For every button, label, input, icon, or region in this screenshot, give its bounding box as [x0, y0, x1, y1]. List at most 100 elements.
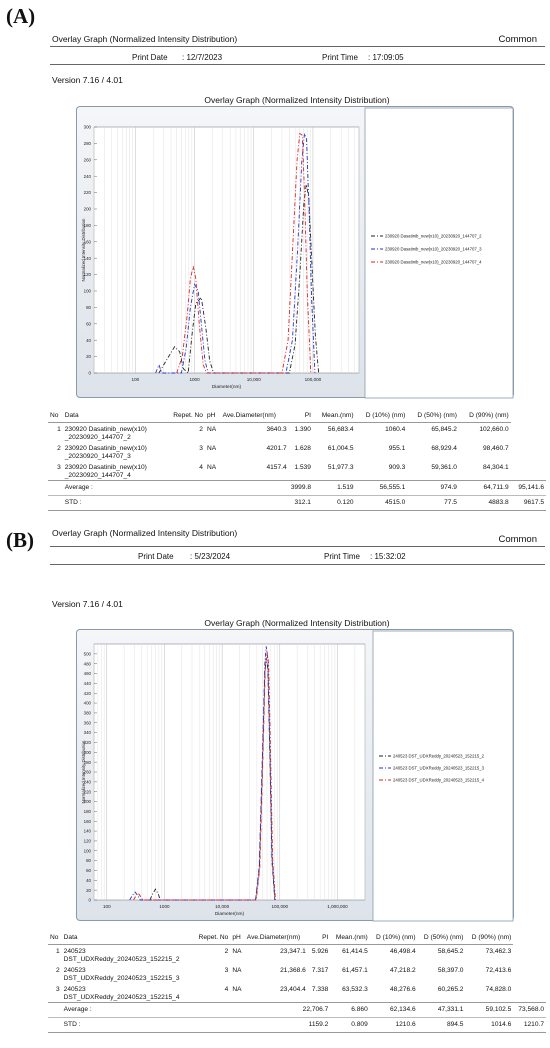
ave-diameter: 312.1 [220, 495, 313, 511]
x-tick-label: 100,000 [272, 904, 289, 909]
y-tick-label: 300 [84, 750, 92, 755]
report-title: Overlay Graph (Normalized Intensity Dist… [52, 34, 238, 44]
summary-label: STD : [61, 1017, 245, 1033]
graph-title: Overlay Graph (Normalized Intensity Dist… [204, 95, 390, 105]
column-header: Repet. No [193, 934, 231, 945]
data-name-line2: _20230920_144707_2 [64, 434, 131, 441]
y-tick-label: 0 [89, 898, 92, 903]
table-row: 2 240523 DST_UDXReddy_20240523_152215_3 3 NA… [48, 964, 546, 983]
y-tick-label: 180 [84, 809, 92, 814]
pi-value: 7.338 [311, 986, 329, 993]
d90-value: 1210.7 [513, 1017, 546, 1033]
row-data-name: 240523 DST_UDXReddy_20240523_152215_3 [62, 964, 194, 983]
table-row: 1 230920 Dasatinib_new(x10) _20230920_1447… [48, 423, 546, 443]
y-tick-label: 420 [84, 691, 92, 696]
legend-label: 230920 Dasatinib_new(x10)_20230920_14470… [385, 260, 482, 265]
print-time-label: Print Time [322, 53, 359, 62]
y-tick-label: 160 [84, 819, 92, 824]
d10-value: 955.1 [388, 445, 406, 452]
graph-frame: 0 20 40 60 80 100 120 140 160 180 200 220 240 260 280 3… [76, 629, 514, 922]
ave-diameter: 1159.2 [244, 1017, 331, 1033]
y-tick-label: 240 [84, 174, 92, 179]
y-tick-label: 240 [84, 779, 92, 784]
column-header: Data [61, 934, 194, 945]
column-header: D (10%) (nm) [355, 412, 408, 423]
column-header: No [48, 412, 63, 423]
series-line-3 [133, 651, 276, 901]
print-time-value: : 17:09:05 [368, 53, 404, 62]
x-tick-label: 100,000 [305, 377, 322, 382]
panel-a: (A) Overlay Graph (Normalized Intensity … [6, 4, 546, 511]
d10-value: 47,331.1 [417, 1002, 466, 1018]
ave-diameter: 3640.3 [266, 426, 287, 433]
ph-value: NA [206, 445, 217, 452]
legend-label: 240523 DST_UDXReddy_20240523_152215_2 [393, 754, 485, 759]
version-text: Version 7.16 / 4.01 [52, 75, 123, 85]
ph-value: NA [232, 948, 242, 955]
column-header: D (90%) (nm) [465, 934, 514, 945]
common-label: Common [498, 534, 537, 545]
series-line-2 [155, 133, 316, 374]
d50-value: 1014.6 [465, 1017, 514, 1033]
row-number: 2 [57, 445, 61, 452]
column-header: PI [288, 412, 313, 423]
row-number: 3 [57, 464, 61, 471]
legend-label: 230920 Dasatinib_new(x10)_20230920_14470… [385, 247, 482, 252]
y-tick-label: 100 [84, 848, 92, 853]
spacer [48, 495, 63, 511]
chart-b: 0 20 40 60 80 100 120 140 160 180 200 220 240 260 280 3… [81, 630, 514, 922]
d50-value: 68,929.4 [431, 445, 457, 452]
legend-label: 240523 DST_UDXReddy_20240523_152215_3 [393, 766, 485, 771]
y-tick-label: 220 [84, 789, 92, 794]
d90-value: 73,568.0 [513, 1002, 546, 1018]
y-tick-label: 380 [84, 711, 92, 716]
column-header: Ave.Diameter(nm) [220, 412, 289, 423]
y-tick-label: 160 [84, 239, 92, 244]
y-tick-label: 320 [84, 740, 92, 745]
row-data-name: 240523 DST_UDXReddy_20240523_152215_4 [62, 983, 194, 1003]
column-header: D (50%) (nm) [417, 934, 466, 945]
average-row: Average :22,706.7 6.860 62,134.6 47,331.1 59… [48, 1002, 546, 1018]
report-header: Overlay Graph (Normalized Intensity Dist… [50, 34, 545, 65]
x-axis-label: Diameter(nm) [212, 384, 242, 390]
y-tick-label: 440 [84, 681, 92, 686]
y-tick-label: 100 [84, 289, 92, 294]
y-tick-label: 20 [86, 354, 91, 359]
summary-label: Average : [62, 480, 221, 496]
pi-value: 1.390 [294, 426, 311, 433]
std-row: STD :312.1 0.120 4515.0 77.5 4883.8 9617.5 [48, 495, 546, 511]
d50-value: 60,265.2 [437, 986, 464, 993]
mean-value: 61,457.1 [342, 967, 368, 974]
series-line-2 [129, 646, 276, 901]
ph-value: NA [206, 426, 217, 433]
data-name-line1: 230920 Dasatinib_new(x10) [64, 445, 147, 452]
mean-value: 61,004.5 [327, 445, 354, 452]
report-header: Overlay Graph (Normalized Intensity Dist… [50, 528, 545, 565]
y-tick-label: 500 [84, 651, 92, 656]
ave-diameter: 23,347.1 [280, 948, 306, 955]
column-header: pH [230, 934, 245, 945]
data-name-line1: 230920 Dasatinib_new(x10) [64, 426, 147, 433]
y-tick-label: 220 [84, 190, 92, 195]
column-header: Repet. No [164, 412, 205, 423]
row-data-name: 230920 Dasatinib_new(x10) _20230920_14470… [63, 442, 165, 461]
d10-value: 48,276.6 [389, 986, 416, 993]
pi-value: 1.539 [294, 464, 311, 471]
d50-value: 64,711.9 [458, 480, 511, 496]
ph-value: NA [232, 986, 242, 993]
y-axis-label: Normalized Intensity Distribution [81, 218, 86, 282]
x-tick-label: 10,000 [247, 377, 261, 382]
repet-no: 3 [199, 445, 203, 452]
x-tick-label: 100 [103, 904, 111, 909]
legend-pane [364, 107, 514, 399]
d90-value: 73,462.3 [485, 948, 512, 955]
common-label: Common [498, 34, 537, 45]
y-tick-label: 120 [84, 272, 92, 277]
mean-value: 56,555.1 [355, 480, 408, 496]
y-tick-label: 140 [84, 256, 92, 261]
report-title: Overlay Graph (Normalized Intensity Dist… [52, 528, 238, 538]
data-name-line2: DST_UDXReddy_20240523_152215_2 [63, 956, 180, 963]
data-name-line1: 230920 Dasatinib_new(x10) [64, 464, 147, 471]
column-header: D (50%) (nm) [407, 412, 459, 423]
print-date-value: : 5/23/2024 [190, 552, 231, 561]
